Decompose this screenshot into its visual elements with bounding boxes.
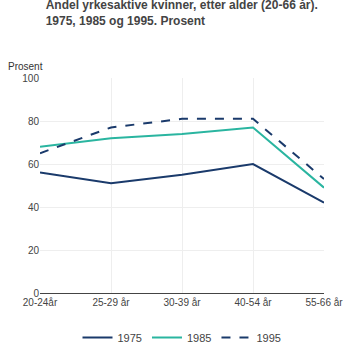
svg-text:80: 80	[28, 116, 40, 127]
svg-text:0: 0	[33, 288, 39, 299]
svg-text:100: 100	[22, 73, 39, 84]
svg-text:55-66 år: 55-66 år	[305, 297, 343, 308]
svg-text:30-39 år: 30-39 år	[163, 297, 201, 308]
svg-text:40-54 år: 40-54 år	[234, 297, 272, 308]
svg-text:25-29 år: 25-29 år	[92, 297, 130, 308]
svg-text:20: 20	[28, 245, 40, 256]
svg-text:40: 40	[28, 202, 40, 213]
svg-text:60: 60	[28, 159, 40, 170]
svg-text:1985: 1985	[187, 332, 211, 344]
svg-text:Andel yrkesaktive kvinner, ett: Andel yrkesaktive kvinner, etter alder (…	[46, 0, 318, 28]
svg-text:Prosent: Prosent	[8, 61, 43, 72]
svg-text:1995: 1995	[256, 332, 280, 344]
svg-text:1975: 1975	[118, 332, 142, 344]
svg-text:20-24år: 20-24år	[23, 297, 58, 308]
